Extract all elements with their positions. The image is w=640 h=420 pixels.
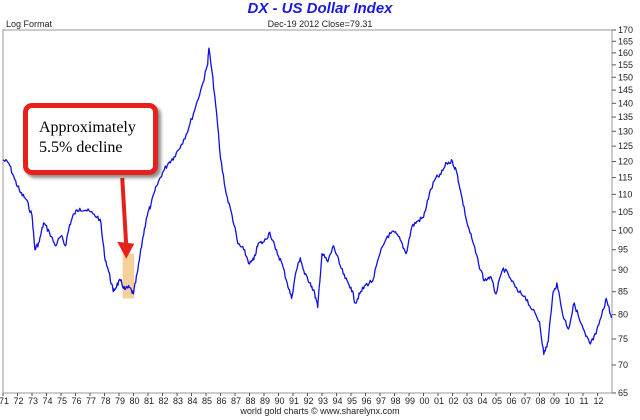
x-tick-label: 77 — [86, 396, 96, 406]
annotation-line-2: 5.5% decline — [39, 139, 123, 156]
annotation-arrow-head — [117, 241, 135, 259]
x-tick-label: 83 — [173, 396, 183, 406]
y-tick-label: 105 — [618, 207, 633, 217]
x-tick-label: 00 — [419, 396, 429, 406]
x-tick-label: 82 — [158, 396, 168, 406]
x-tick-label: 73 — [28, 396, 38, 406]
annotation-line-1: Approximately — [39, 119, 136, 136]
annotation-callout: Approximately 5.5% decline — [23, 103, 158, 175]
x-tick-label: 80 — [129, 396, 139, 406]
x-tick-label: 76 — [71, 396, 81, 406]
y-tick-label: 80 — [618, 310, 628, 320]
y-tick-label: 140 — [618, 98, 633, 108]
x-tick-label: 05 — [492, 396, 502, 406]
x-tick-label: 95 — [347, 396, 357, 406]
highlight-region — [122, 253, 135, 299]
x-tick-label: 96 — [361, 396, 371, 406]
plot-frame — [2, 29, 613, 394]
x-tick-label: 79 — [115, 396, 125, 406]
x-tick-label: 04 — [477, 396, 487, 406]
x-tick-label: 78 — [100, 396, 110, 406]
x-tick-label: 87 — [231, 396, 241, 406]
x-tick-label: 72 — [13, 396, 23, 406]
x-tick-label: 74 — [42, 396, 52, 406]
y-tick-label: 95 — [618, 245, 628, 255]
x-tick-label: 94 — [332, 396, 342, 406]
x-tick-label: 71 — [0, 396, 9, 406]
x-tick-label: 92 — [303, 396, 313, 406]
x-tick-label: 91 — [289, 396, 299, 406]
series-line-0 — [2, 47, 613, 356]
x-tick-label: 98 — [390, 396, 400, 406]
x-tick-label: 09 — [550, 396, 560, 406]
x-tick-label: 75 — [57, 396, 67, 406]
x-tick-label: 84 — [187, 396, 197, 406]
x-tick-label: 90 — [274, 396, 284, 406]
x-tick-label: 85 — [202, 396, 212, 406]
y-tick-label: 170 — [618, 25, 633, 35]
y-tick-label: 90 — [618, 265, 628, 275]
scale-note: Log Format — [6, 19, 53, 29]
y-tick-label: 150 — [618, 72, 633, 82]
x-tick-label: 11 — [579, 396, 588, 406]
x-tick-label: 02 — [448, 396, 458, 406]
y-tick-label: 145 — [618, 85, 633, 95]
x-tick-label: 07 — [521, 396, 531, 406]
y-tick-label: 135 — [618, 112, 633, 122]
x-tick-label: 93 — [318, 396, 328, 406]
plot-area — [2, 29, 613, 394]
x-tick-label: 99 — [405, 396, 415, 406]
chart-footer: world gold charts © www.sharelynx.com — [240, 406, 400, 416]
y-tick-label: 125 — [618, 141, 633, 151]
x-tick-label: 03 — [463, 396, 473, 406]
chart-title: DX - US Dollar Index — [247, 0, 393, 17]
x-tick-label: 97 — [376, 396, 386, 406]
y-tick-label: 165 — [618, 36, 633, 46]
x-tick-label: 06 — [506, 396, 516, 406]
y-tick-label: 160 — [618, 48, 633, 58]
chart-subtitle: Dec-19 2012 Close=79.31 — [267, 19, 373, 29]
y-tick-label: 110 — [618, 189, 632, 199]
y-tick-label: 115 — [618, 173, 632, 183]
y-axis: 65 70 75 80 85 90 95 100 105 110 115 120 125 130 135 14… — [612, 25, 633, 398]
y-tick-label: 75 — [618, 334, 628, 344]
x-tick-label: 88 — [245, 396, 255, 406]
y-tick-label: 85 — [618, 287, 628, 297]
x-tick-label: 81 — [144, 396, 154, 406]
x-tick-label: 08 — [535, 396, 545, 406]
x-tick-label: 89 — [260, 396, 270, 406]
y-tick-label: 100 — [618, 225, 633, 235]
x-tick-label: 01 — [434, 396, 444, 406]
y-tick-label: 70 — [618, 360, 628, 370]
y-tick-label: 155 — [618, 60, 633, 70]
x-axis: 71 72 73 74 75 76 77 78 79 80 81 82 83 84 85 86 87 88 89 90… — [0, 393, 604, 406]
y-tick-label: 65 — [618, 388, 628, 398]
y-tick-label: 130 — [618, 126, 633, 136]
x-tick-label: 12 — [593, 396, 603, 406]
y-tick-label: 120 — [618, 157, 633, 167]
annotation-arrow-shaft — [120, 177, 129, 246]
x-tick-label: 10 — [564, 396, 574, 406]
x-tick-label: 86 — [216, 396, 226, 406]
